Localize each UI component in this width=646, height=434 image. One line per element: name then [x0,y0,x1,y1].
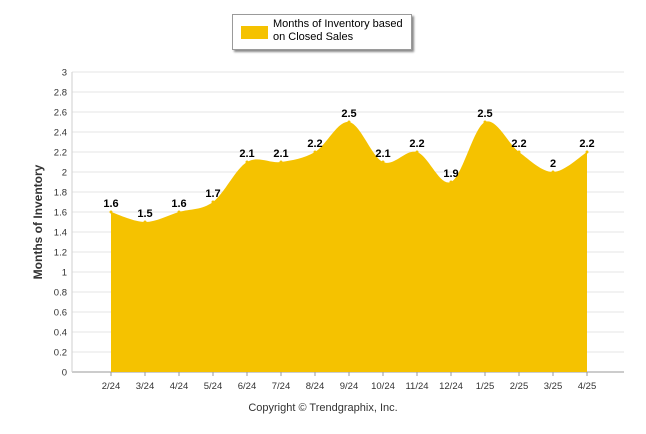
y-tick-label: 0 [62,368,67,379]
y-tick-label: 0.6 [54,308,67,319]
x-tick-label: 2/25 [510,381,529,392]
y-tick-label: 0.4 [54,328,67,339]
data-label: 2.2 [579,138,594,150]
data-point [313,150,317,154]
data-point [143,220,147,224]
y-tick-label: 0.8 [54,288,67,299]
x-tick-label: 7/24 [272,381,291,392]
data-point [177,210,181,214]
x-tick-label: 2/24 [102,381,121,392]
y-axis-title: Months of Inventory [31,164,45,279]
x-tick-label: 12/24 [439,381,463,392]
y-tick-label: 1.2 [54,248,67,259]
legend: Months of Inventory based on Closed Sale… [232,14,412,50]
data-label: 2.1 [273,148,288,160]
y-tick-label: 2.4 [54,128,67,139]
data-label: 2.5 [477,108,492,120]
y-tick-label: 2.6 [54,108,67,119]
data-point [381,160,385,164]
x-tick-label: 11/24 [405,381,428,392]
data-label: 1.6 [171,198,186,210]
x-tick-label: 1/25 [476,381,495,392]
data-point [551,170,555,174]
data-point [517,150,521,154]
y-tick-label: 1 [62,268,67,279]
data-label: 1.5 [137,208,152,220]
x-tick-label: 4/24 [170,381,189,392]
data-label: 2.2 [409,138,424,150]
y-tick-label: 3 [62,68,67,79]
copyright-footer: Copyright © Trendgraphix, Inc. [248,402,398,414]
x-tick-label: 8/24 [306,381,325,392]
data-label: 2.1 [375,148,390,160]
data-label: 2.1 [239,148,254,160]
x-tick-label: 3/24 [136,381,155,392]
y-tick-label: 1.6 [54,208,67,219]
y-tick-label: 2 [62,168,67,179]
data-point [415,150,419,154]
y-tick-label: 1.4 [54,228,67,239]
x-tick-label: 9/24 [340,381,359,392]
legend-swatch [241,26,268,39]
data-label: 1.7 [205,188,220,200]
data-point [483,120,487,124]
y-tick-label: 1.8 [54,188,67,199]
data-label: 2.2 [511,138,526,150]
data-label: 1.6 [103,198,118,210]
data-point [449,180,453,184]
data-point [347,120,351,124]
y-tick-label: 0.2 [54,348,67,359]
data-point [279,160,283,164]
x-tick-label: 4/25 [578,381,597,392]
data-point [585,150,589,154]
data-point [109,210,113,214]
x-tick-label: 10/24 [371,381,395,392]
data-label: 2.2 [307,138,322,150]
y-tick-label: 2.8 [54,88,67,99]
data-label: 2 [550,158,556,170]
data-label: 1.9 [443,168,458,180]
data-label: 2.5 [341,108,356,120]
x-tick-label: 5/24 [204,381,223,392]
data-point [245,160,249,164]
series-area [111,121,587,373]
data-point [211,200,215,204]
x-tick-label: 3/25 [544,381,563,392]
y-tick-label: 2.2 [54,148,67,159]
x-tick-label: 6/24 [238,381,257,392]
legend-label: Months of Inventory based on Closed Sale… [273,18,403,43]
